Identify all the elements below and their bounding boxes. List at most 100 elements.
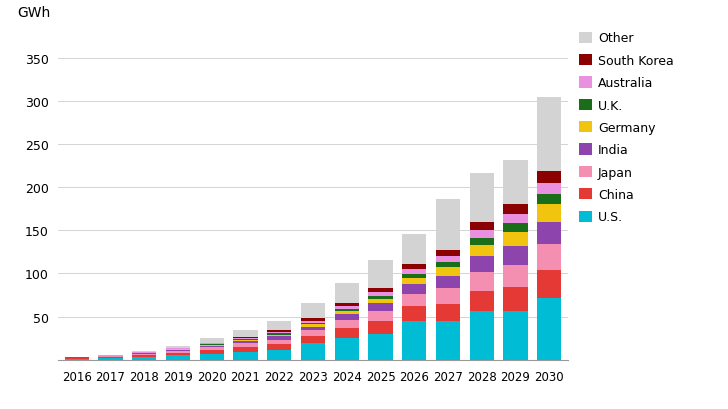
Bar bbox=[470, 222, 494, 231]
Bar bbox=[335, 320, 359, 328]
Bar bbox=[470, 291, 494, 311]
Bar bbox=[166, 351, 190, 353]
Bar bbox=[267, 334, 291, 335]
Bar bbox=[335, 310, 359, 312]
Bar bbox=[368, 334, 392, 360]
Bar bbox=[537, 222, 561, 245]
Bar bbox=[267, 335, 291, 337]
Bar bbox=[503, 265, 528, 288]
Bar bbox=[132, 353, 157, 354]
Bar bbox=[267, 321, 291, 330]
Bar bbox=[436, 288, 460, 304]
Bar bbox=[199, 354, 224, 360]
Bar bbox=[436, 263, 460, 268]
Bar bbox=[436, 321, 460, 360]
Bar bbox=[402, 270, 427, 274]
Bar bbox=[436, 200, 460, 250]
Bar bbox=[234, 347, 258, 352]
Bar bbox=[537, 195, 561, 205]
Bar bbox=[537, 205, 561, 222]
Bar bbox=[368, 292, 392, 296]
Bar bbox=[503, 246, 528, 265]
Bar bbox=[301, 321, 325, 323]
Bar bbox=[470, 256, 494, 272]
Bar bbox=[368, 303, 392, 311]
Bar bbox=[98, 357, 123, 358]
Bar bbox=[301, 303, 325, 319]
Bar bbox=[503, 224, 528, 232]
Bar bbox=[402, 274, 427, 278]
Bar bbox=[335, 315, 359, 320]
Bar bbox=[368, 296, 392, 299]
Bar bbox=[267, 351, 291, 360]
Bar bbox=[335, 283, 359, 303]
Bar bbox=[402, 284, 427, 294]
Bar bbox=[166, 355, 190, 360]
Bar bbox=[537, 270, 561, 298]
Bar bbox=[234, 337, 258, 338]
Bar bbox=[234, 330, 258, 337]
Bar bbox=[267, 337, 291, 340]
Bar bbox=[234, 339, 258, 340]
Bar bbox=[98, 358, 123, 360]
Bar bbox=[234, 342, 258, 344]
Bar bbox=[267, 332, 291, 334]
Bar bbox=[537, 97, 561, 171]
Bar bbox=[402, 234, 427, 264]
Bar bbox=[368, 321, 392, 334]
Bar bbox=[132, 357, 157, 360]
Bar bbox=[166, 350, 190, 351]
Bar bbox=[234, 338, 258, 339]
Text: GWh: GWh bbox=[17, 6, 51, 20]
Bar bbox=[301, 330, 325, 337]
Bar bbox=[470, 272, 494, 291]
Bar bbox=[199, 338, 224, 343]
Bar bbox=[402, 306, 427, 321]
Bar bbox=[537, 171, 561, 183]
Bar bbox=[470, 238, 494, 245]
Bar bbox=[436, 256, 460, 263]
Bar bbox=[166, 346, 190, 348]
Bar bbox=[503, 288, 528, 311]
Bar bbox=[436, 268, 460, 276]
Bar bbox=[166, 348, 190, 349]
Bar bbox=[132, 355, 157, 357]
Bar bbox=[335, 306, 359, 310]
Bar bbox=[234, 340, 258, 342]
Bar bbox=[368, 260, 392, 288]
Bar bbox=[402, 264, 427, 270]
Bar bbox=[335, 303, 359, 306]
Bar bbox=[537, 298, 561, 360]
Bar bbox=[503, 232, 528, 246]
Bar bbox=[537, 183, 561, 195]
Bar bbox=[301, 344, 325, 360]
Bar bbox=[199, 346, 224, 347]
Bar bbox=[436, 304, 460, 321]
Bar bbox=[402, 321, 427, 360]
Bar bbox=[199, 345, 224, 346]
Bar bbox=[503, 204, 528, 214]
Bar bbox=[537, 245, 561, 270]
Bar bbox=[199, 343, 224, 344]
Bar bbox=[132, 351, 157, 352]
Bar bbox=[267, 330, 291, 332]
Bar bbox=[335, 338, 359, 360]
Bar bbox=[368, 299, 392, 303]
Bar bbox=[368, 288, 392, 292]
Bar bbox=[402, 278, 427, 284]
Bar bbox=[199, 347, 224, 350]
Bar bbox=[436, 276, 460, 288]
Bar bbox=[301, 323, 325, 325]
Bar bbox=[470, 311, 494, 360]
Bar bbox=[503, 214, 528, 224]
Bar bbox=[267, 344, 291, 351]
Bar bbox=[368, 311, 392, 321]
Bar bbox=[335, 312, 359, 315]
Bar bbox=[199, 344, 224, 345]
Bar bbox=[267, 340, 291, 344]
Bar bbox=[301, 327, 325, 330]
Bar bbox=[470, 245, 494, 256]
Bar bbox=[234, 344, 258, 347]
Bar bbox=[132, 354, 157, 355]
Bar bbox=[402, 294, 427, 306]
